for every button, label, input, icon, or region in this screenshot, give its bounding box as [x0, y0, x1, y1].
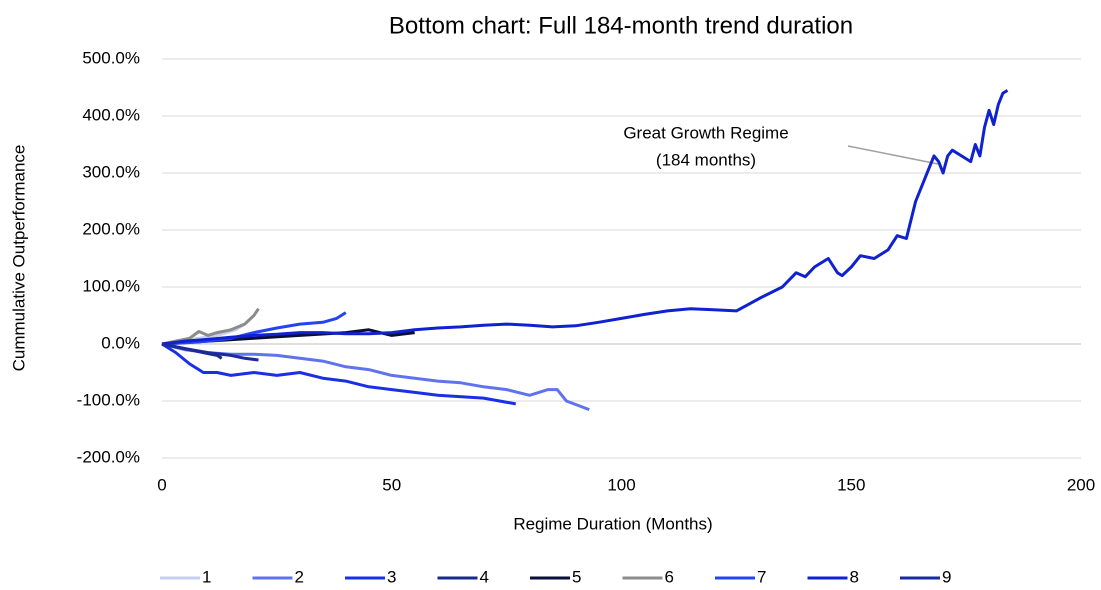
x-tick-label: 50: [382, 475, 401, 494]
y-tick-label: -100.0%: [77, 390, 140, 409]
series-line: [161, 311, 347, 346]
y-tick-label: 400.0%: [82, 105, 140, 124]
annotation: Great Growth Regime: [623, 123, 788, 142]
y-tick-label: 200.0%: [82, 219, 140, 238]
y-tick-label: 500.0%: [82, 48, 140, 67]
x-tick-label: 0: [157, 475, 166, 494]
series-line: [161, 342, 590, 412]
x-tick-label: 100: [607, 475, 635, 494]
series-line: [161, 89, 1009, 346]
y-axis-title: Cummulative Outperformance: [9, 145, 28, 372]
series-line: [161, 342, 259, 362]
x-tick-label: 200: [1067, 475, 1095, 494]
y-tick-label: 100.0%: [82, 276, 140, 295]
legend-label: 2: [295, 567, 304, 586]
series-line: [161, 342, 517, 406]
legend-label: 4: [480, 567, 489, 586]
legend-label: 7: [757, 567, 766, 586]
legend-label: 1: [202, 567, 211, 586]
annotation: (184 months): [656, 150, 756, 169]
annotation-leader: [847, 145, 939, 165]
legend-label: 8: [850, 567, 859, 586]
legend-label: 5: [572, 567, 581, 586]
chart-title: Bottom chart: Full 184-month trend durat…: [389, 12, 853, 39]
series-line: [161, 307, 260, 346]
legend-label: 3: [387, 567, 396, 586]
x-tick-label: 150: [837, 475, 865, 494]
legend-label: 6: [665, 567, 674, 586]
legend-label: 9: [942, 567, 951, 586]
y-tick-label: 300.0%: [82, 162, 140, 181]
x-axis-title: Regime Duration (Months): [513, 514, 712, 533]
y-tick-label: -200.0%: [77, 447, 140, 466]
y-tick-label: 0.0%: [101, 333, 140, 352]
